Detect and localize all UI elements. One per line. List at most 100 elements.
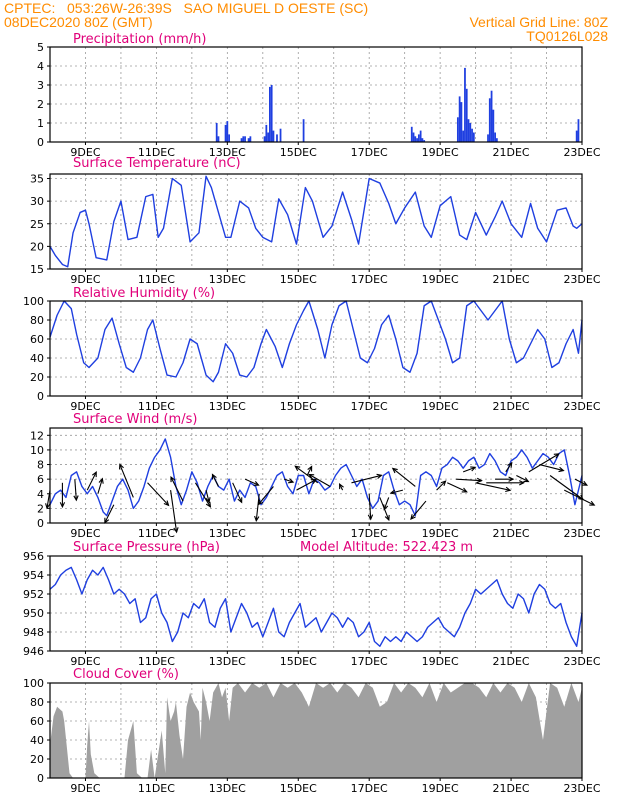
wind-xtick-label: 11DEC [138,527,175,540]
wind-arrowhead [170,475,176,483]
temp-ytick-label: 30 [30,195,44,208]
wind-arrowhead [254,515,260,523]
pressure-ytick-label: 954 [23,569,44,582]
wind-ytick-label: 8 [37,459,44,472]
cloud-xtick-label: 15DEC [280,782,317,795]
pressure-annotation: Model Altitude: 522.423 m [300,540,473,555]
pressure-ytick-label: 956 [23,550,44,563]
wind-arrow [462,466,476,473]
cloud-panel: 0 20 40 60 80 100 9DEC 11DEC 13DEC 15DEC 17DEC 19DE… [23,667,601,795]
wind-arrowhead [308,473,315,479]
pressure-xtick-label: 11DEC [138,655,175,668]
precip-ytick-label: 5 [37,41,44,54]
wind-arrowhead [383,504,389,511]
wind-arrow [549,475,584,500]
wind-arrowhead [461,487,468,493]
wind-arrow [244,478,259,486]
wind-arrowhead [59,502,66,509]
precip-bar [412,132,415,142]
wind-arrow [516,475,529,482]
precip-bar [417,134,420,142]
run-datetime: 08DEC2020 80Z (GMT) [4,14,153,30]
cloud-xtick-label: 17DEC [351,782,388,795]
precip-bar [458,96,461,142]
wind-arrowhead [505,486,512,493]
wind-arrowhead [553,453,560,459]
wind-arrow [390,489,404,494]
precip-bar [472,132,475,142]
wind-arrowhead [581,480,589,486]
temp-xtick-label: 11DEC [138,273,175,286]
wind-arrow [283,478,294,483]
cloud-ytick-label: 20 [30,753,44,766]
cloud-xtick-label: 23DEC [563,782,600,795]
cloud-ytick-label: 80 [30,696,44,709]
precip-bar [577,119,580,142]
precip-bar [464,67,466,142]
precip-bar [267,132,270,142]
precip-bar [270,85,273,142]
wind-arrowhead [384,514,390,522]
wind-arrowhead [376,473,383,479]
pressure-title: Surface Pressure (hPa) [73,540,220,555]
wind-arrow [351,474,382,484]
wind-arrowhead [91,470,97,478]
wind-arrow [194,482,211,508]
precip-ytick-label: 1 [37,117,44,130]
wind-line [49,438,583,517]
temp-xtick-label: 13DEC [209,273,246,286]
temp-ytick-label: 15 [30,263,44,276]
rh-xtick-label: 13DEC [209,400,246,413]
wind-arrowhead [205,497,211,504]
wind-arrowhead [253,480,260,486]
wind-ytick-label: 10 [30,444,44,457]
vertical-grid-note: Vertical Grid Line: 80Z [469,14,608,30]
wind-xtick-label: 17DEC [351,527,388,540]
pressure-xtick-label: 13DEC [209,655,246,668]
cloud-xtick-label: 11DEC [138,782,175,795]
wind-arrow [232,482,243,503]
pressure-line [49,566,583,647]
temp-ytick-label: 20 [30,240,44,253]
cloud-ytick-label: 0 [37,772,44,785]
wind-arrowhead [339,482,344,490]
precip-xtick-label: 13DEC [209,146,246,159]
rh-xtick-label: 15DEC [280,400,317,413]
precip-bar [242,136,245,142]
rh-frame [49,300,583,397]
temp-ytick-label: 35 [30,173,44,186]
precip-bar [467,119,470,142]
wind-arrowhead [391,467,398,474]
wind-xtick-label: 21DEC [493,527,530,540]
precip-panel: 0 1 2 3 4 5 9DEC 11DEC 13DEC 15DEC 17DEC 19DEC 21DEC… [37,32,601,159]
temp-xtick-label: 9DEC [70,273,100,286]
wind-arrowhead [205,501,212,508]
wind-arrow [446,482,467,493]
precip-ytick-label: 2 [37,98,44,111]
temp-xtick-label: 15DEC [280,273,317,286]
wind-arrow [74,479,77,501]
wind-arrow [383,497,390,510]
precip-bar [488,98,491,142]
wind-xtick-label: 19DEC [422,527,459,540]
cloud-ytick-label: 40 [30,734,44,747]
cloud-xtick-label: 21DEC [493,782,530,795]
rh-panel: 0 20 40 60 80 100 9DEC 11DEC 13DEC 15DEC 17DEC 19DE… [23,286,601,413]
rh-xtick-label: 21DEC [493,400,530,413]
wind-arrowhead [288,478,295,484]
wind-arrow [46,490,51,509]
wind-arrow [528,453,560,473]
wind-arrowhead [389,489,396,495]
precip-bar [263,136,266,142]
precip-bar [276,134,278,142]
precip-bar [244,136,246,142]
wind-vectors [45,453,596,534]
wind-arrow [170,490,178,533]
pressure-xtick-label: 17DEC [351,655,388,668]
wind-arrowhead [367,514,374,521]
precip-bar [215,123,218,142]
precip-bar [460,102,463,142]
temp-ytick-label: 25 [30,218,44,231]
precip-bar [465,88,468,142]
rh-xtick-label: 23DEC [563,400,600,413]
